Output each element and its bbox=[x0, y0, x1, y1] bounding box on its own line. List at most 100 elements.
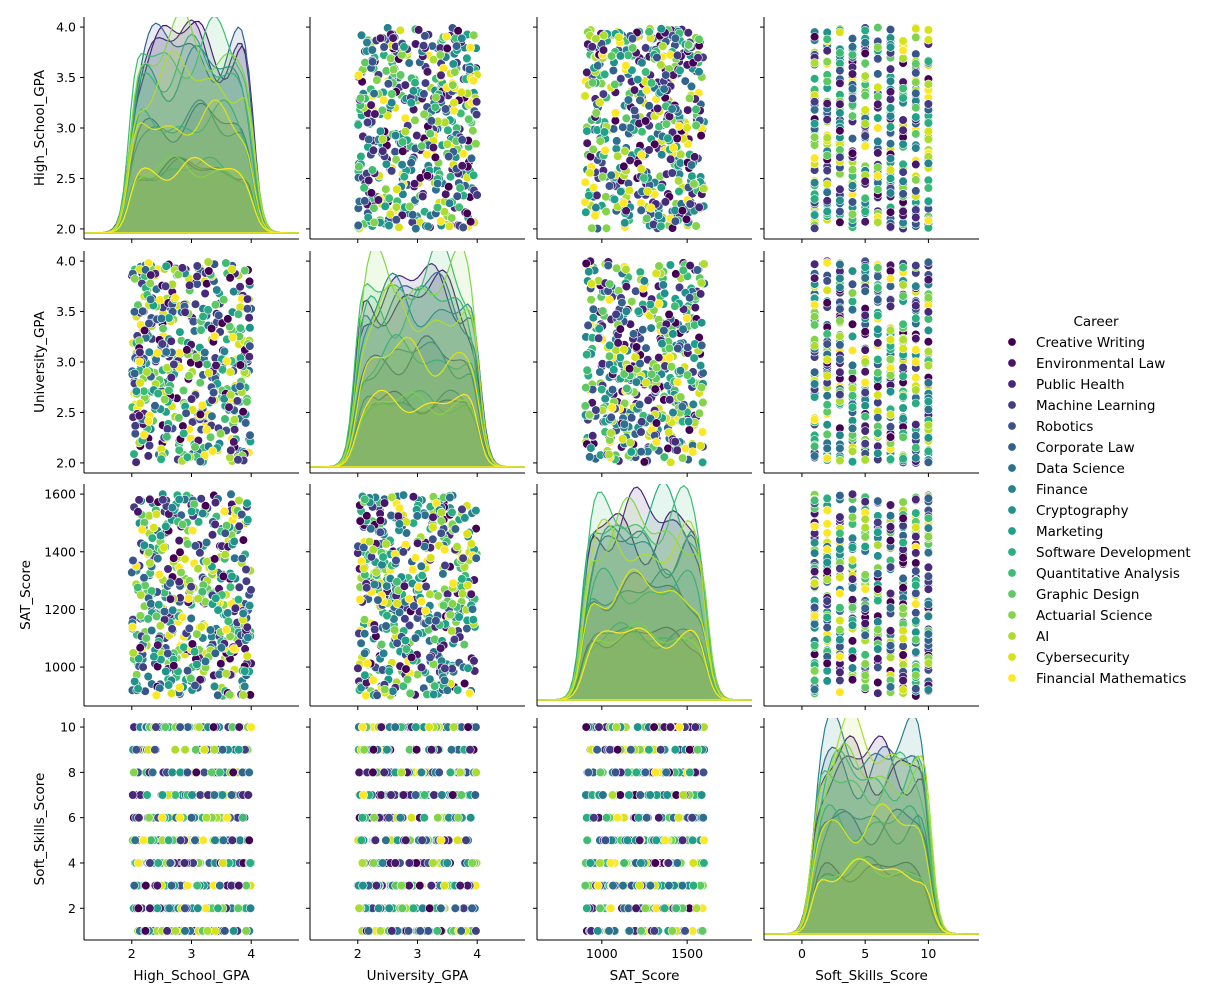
point bbox=[144, 347, 154, 357]
point bbox=[458, 553, 468, 563]
point bbox=[847, 542, 858, 553]
point bbox=[174, 577, 184, 587]
point bbox=[167, 503, 177, 513]
point bbox=[635, 267, 645, 277]
point bbox=[873, 569, 883, 579]
point bbox=[238, 690, 248, 700]
point bbox=[641, 378, 651, 388]
point bbox=[623, 95, 634, 105]
point bbox=[663, 133, 673, 143]
point bbox=[420, 510, 430, 520]
y-tick-label: 1400 bbox=[44, 544, 76, 559]
point bbox=[237, 553, 247, 564]
y-tick-label: 1600 bbox=[44, 487, 76, 502]
point bbox=[380, 684, 390, 695]
point bbox=[155, 621, 165, 631]
point bbox=[183, 539, 193, 549]
point bbox=[911, 24, 921, 34]
point bbox=[143, 451, 153, 461]
point bbox=[923, 405, 934, 415]
point bbox=[234, 521, 244, 531]
point bbox=[809, 619, 820, 629]
point bbox=[153, 388, 163, 399]
point bbox=[449, 634, 460, 645]
point bbox=[228, 332, 238, 342]
point bbox=[696, 131, 706, 141]
point bbox=[835, 651, 845, 662]
point bbox=[885, 222, 896, 232]
point bbox=[377, 105, 388, 115]
point bbox=[593, 61, 603, 71]
point bbox=[353, 663, 363, 673]
point bbox=[174, 535, 184, 546]
point bbox=[467, 604, 478, 614]
point bbox=[822, 519, 832, 529]
point bbox=[911, 566, 921, 576]
point bbox=[144, 547, 154, 558]
point bbox=[685, 293, 695, 303]
point bbox=[689, 179, 699, 189]
point bbox=[835, 367, 845, 377]
point bbox=[847, 595, 858, 605]
point bbox=[466, 539, 477, 549]
point bbox=[450, 524, 461, 534]
point bbox=[661, 70, 671, 80]
point bbox=[144, 318, 154, 329]
point bbox=[161, 521, 171, 532]
y-tick-label: 4.0 bbox=[56, 20, 76, 35]
point bbox=[822, 429, 832, 440]
point bbox=[634, 400, 645, 410]
point bbox=[835, 667, 845, 677]
point bbox=[129, 307, 140, 317]
point bbox=[911, 32, 921, 43]
point bbox=[387, 98, 397, 108]
point bbox=[580, 177, 590, 187]
point bbox=[809, 300, 820, 310]
point bbox=[203, 305, 213, 315]
point bbox=[923, 35, 934, 45]
point bbox=[177, 612, 187, 622]
point bbox=[353, 220, 363, 230]
kde-Cybersecurity bbox=[537, 568, 752, 701]
point bbox=[847, 663, 858, 673]
point bbox=[429, 689, 439, 700]
point bbox=[361, 690, 371, 701]
point bbox=[619, 419, 629, 429]
point bbox=[590, 210, 600, 221]
point bbox=[195, 548, 205, 558]
point bbox=[898, 497, 908, 507]
point bbox=[911, 143, 921, 153]
point bbox=[408, 492, 419, 502]
point bbox=[181, 408, 191, 418]
point bbox=[354, 162, 364, 172]
point bbox=[135, 378, 145, 388]
point bbox=[809, 140, 820, 150]
point bbox=[586, 295, 596, 305]
point bbox=[387, 166, 397, 176]
point bbox=[245, 341, 255, 351]
point bbox=[438, 569, 448, 579]
point bbox=[242, 498, 252, 508]
point bbox=[835, 65, 845, 76]
point bbox=[835, 108, 845, 118]
panel-University_GPA-vs-High_School_GPA: 2.02.53.03.54.0 bbox=[56, 251, 299, 477]
point bbox=[923, 658, 934, 668]
point bbox=[130, 421, 140, 431]
point bbox=[809, 341, 820, 351]
point bbox=[164, 680, 174, 690]
point bbox=[860, 603, 870, 613]
point bbox=[175, 327, 185, 337]
point bbox=[240, 266, 250, 276]
point bbox=[582, 138, 592, 148]
point bbox=[207, 323, 217, 334]
point bbox=[873, 99, 883, 109]
point bbox=[684, 93, 695, 103]
point bbox=[367, 45, 377, 55]
point bbox=[898, 650, 908, 660]
point bbox=[613, 151, 623, 161]
point bbox=[369, 203, 379, 213]
point bbox=[670, 437, 680, 447]
point bbox=[186, 613, 196, 624]
point bbox=[923, 420, 934, 430]
point bbox=[383, 79, 394, 89]
